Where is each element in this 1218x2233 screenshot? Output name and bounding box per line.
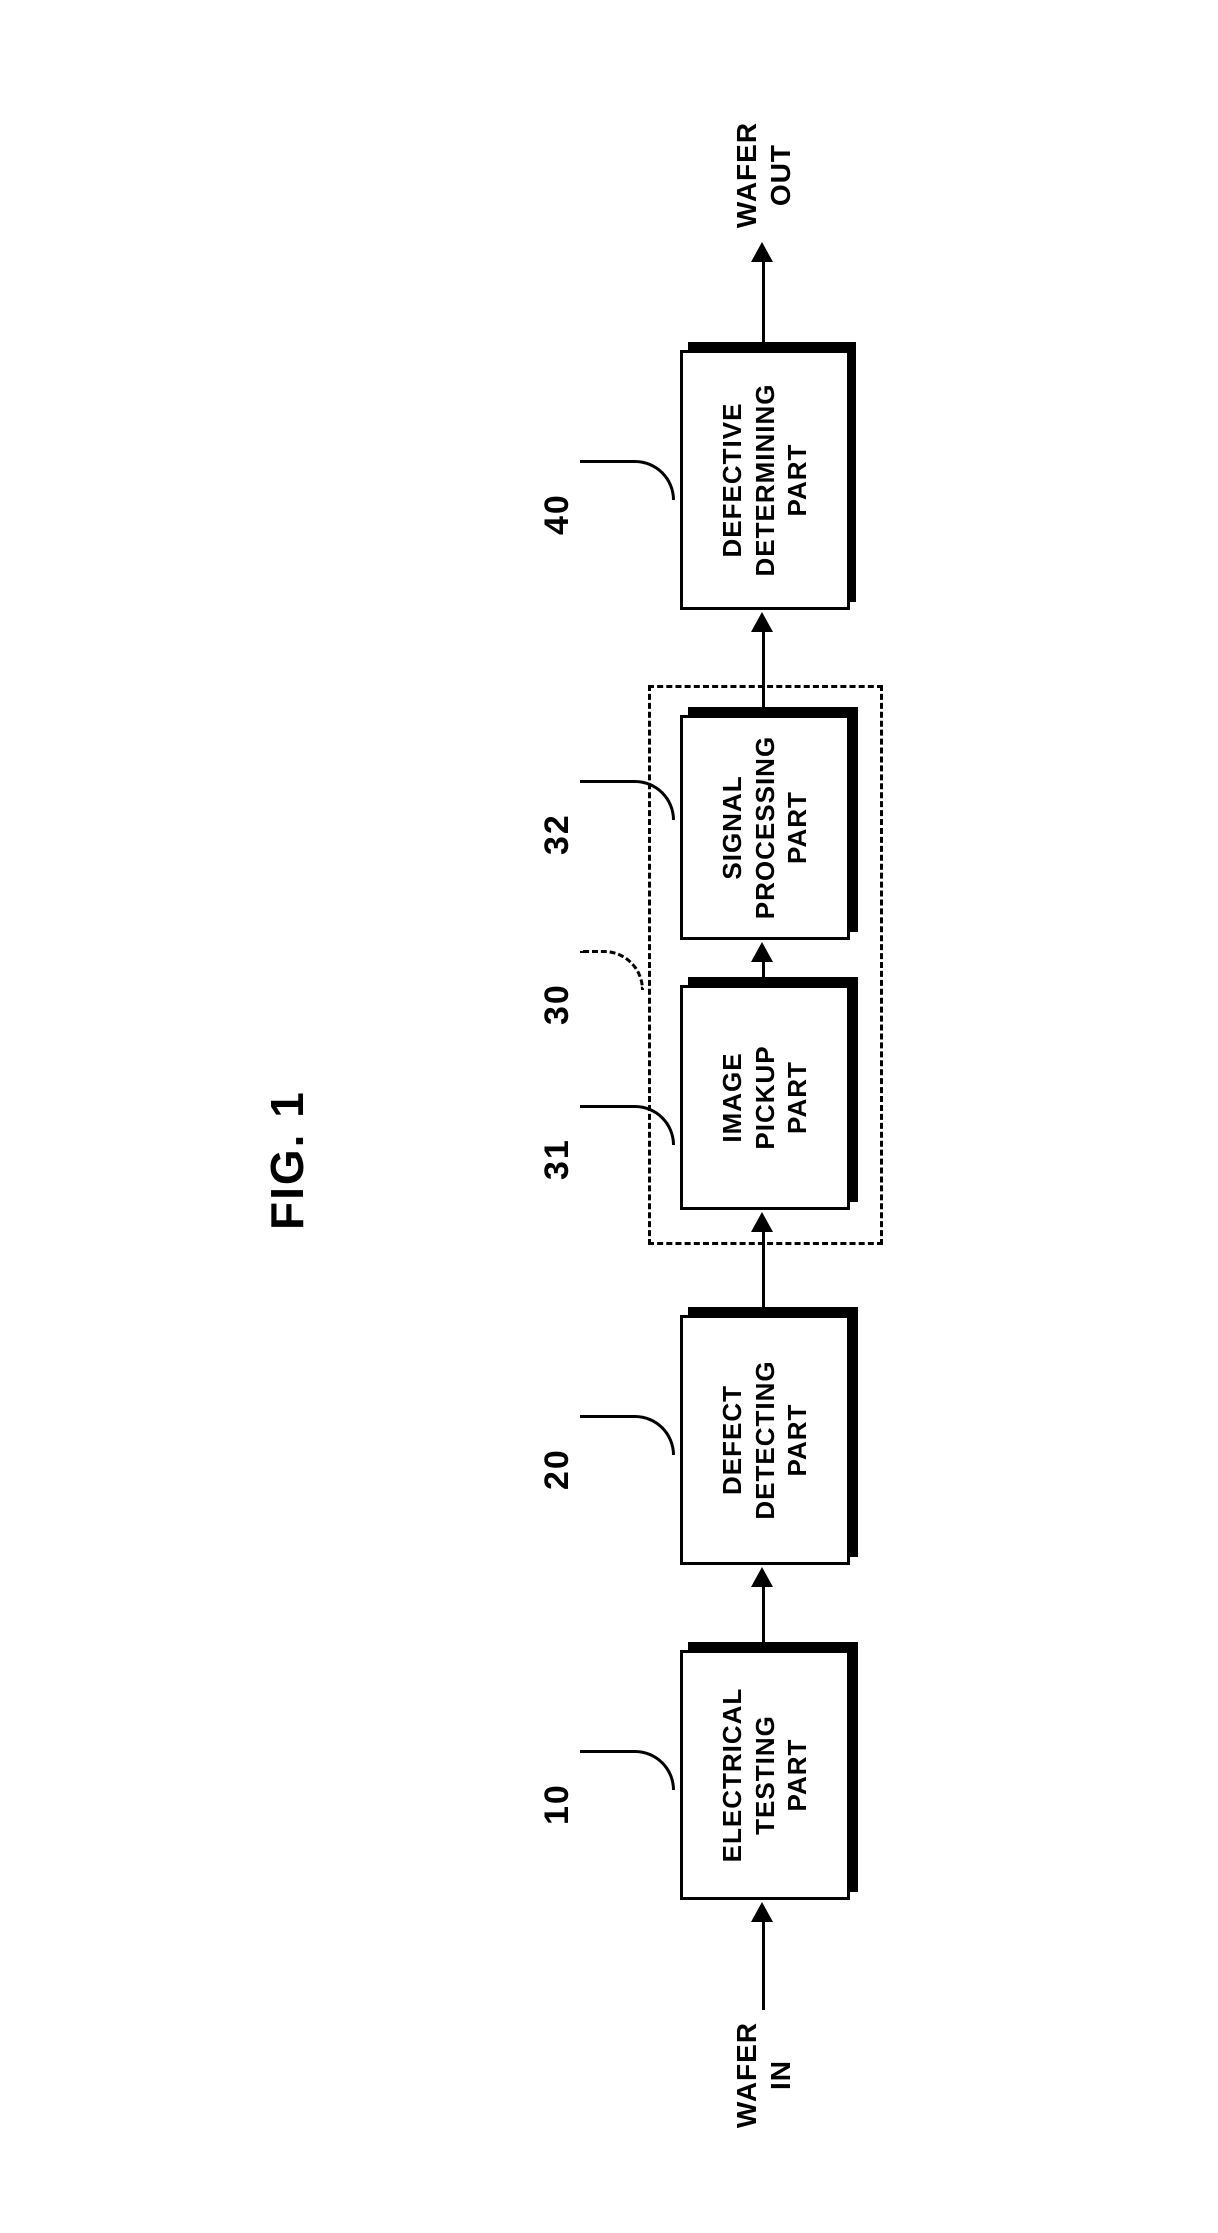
block-signal-processing: SIGNAL PROCESSING PART <box>680 715 850 940</box>
arrow-40-out <box>762 260 765 350</box>
arrow-32-40-head <box>751 612 773 632</box>
wafer-in-label: WAFER IN <box>730 2010 797 2140</box>
block-31-label: IMAGE PICKUP PART <box>716 1045 814 1149</box>
ref-10: 10 <box>538 1783 577 1825</box>
arrow-in-10-head <box>751 1902 773 1922</box>
arrow-31-32 <box>762 960 765 985</box>
arrow-10-20-head <box>751 1567 773 1587</box>
ref-40: 40 <box>538 493 577 535</box>
leader-20 <box>580 1415 675 1455</box>
arrow-32-40 <box>762 630 765 715</box>
figure-title: FIG. 1 <box>260 1090 314 1230</box>
block-40-label: DEFECTIVE DETERMINING PART <box>716 384 814 577</box>
block-20-label: DEFECT DETECTING PART <box>716 1360 814 1519</box>
diagram-stage: FIG. 1 WAFER IN ELECTRICAL TESTING PART … <box>260 50 960 2150</box>
block-10-label: ELECTRICAL TESTING PART <box>716 1688 814 1863</box>
arrow-40-out-head <box>751 242 773 262</box>
arrow-in-10 <box>762 1920 765 2010</box>
arrow-10-20 <box>762 1585 765 1650</box>
ref-32: 32 <box>538 813 577 855</box>
ref-31: 31 <box>538 1138 577 1180</box>
block-32-label: SIGNAL PROCESSING PART <box>716 736 814 919</box>
block-defective-determining: DEFECTIVE DETERMINING PART <box>680 350 850 610</box>
leader-40 <box>580 460 675 500</box>
leader-30 <box>580 950 644 990</box>
ref-20: 20 <box>538 1448 577 1490</box>
ref-30: 30 <box>538 983 577 1025</box>
block-electrical-testing: ELECTRICAL TESTING PART <box>680 1650 850 1900</box>
block-defect-detecting: DEFECT DETECTING PART <box>680 1315 850 1565</box>
arrow-31-32-head <box>751 942 773 962</box>
leader-10 <box>580 1750 675 1790</box>
wafer-out-label: WAFER OUT <box>730 110 797 240</box>
block-image-pickup: IMAGE PICKUP PART <box>680 985 850 1210</box>
